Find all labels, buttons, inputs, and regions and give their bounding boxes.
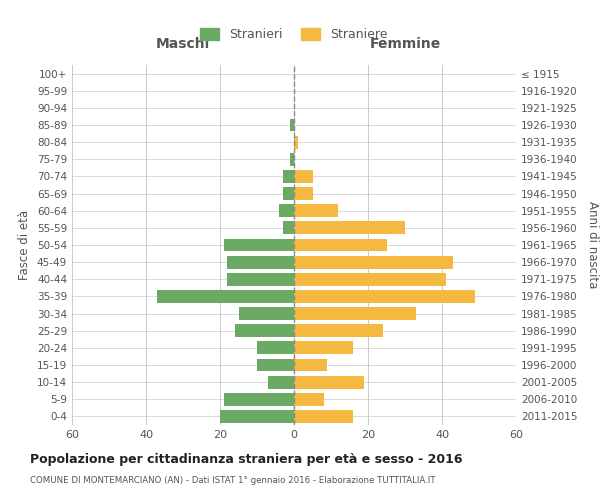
Bar [257,342,294,354]
Bar [294,358,328,372]
Bar [294,204,338,217]
Bar [294,393,323,406]
Bar [294,170,313,183]
Bar [294,324,383,337]
Bar [279,204,294,217]
Bar [257,358,294,372]
Bar [283,187,294,200]
Bar [283,170,294,183]
Bar [294,376,364,388]
Legend: Stranieri, Straniere: Stranieri, Straniere [197,24,391,45]
Bar [294,410,353,423]
Bar [294,342,353,354]
Y-axis label: Fasce di età: Fasce di età [19,210,31,280]
Bar [227,273,294,285]
Bar [239,307,294,320]
Bar [157,290,294,303]
Text: COMUNE DI MONTEMARCIANO (AN) - Dati ISTAT 1° gennaio 2016 - Elaborazione TUTTITA: COMUNE DI MONTEMARCIANO (AN) - Dati ISTA… [30,476,436,485]
Bar [220,410,294,423]
Bar [294,136,298,148]
Bar [224,238,294,252]
Y-axis label: Anni di nascita: Anni di nascita [586,202,599,288]
Bar [283,222,294,234]
Bar [294,222,405,234]
Bar [227,256,294,268]
Bar [224,393,294,406]
Text: Femmine: Femmine [370,38,440,52]
Bar [294,256,453,268]
Bar [290,153,294,166]
Bar [294,238,386,252]
Text: Popolazione per cittadinanza straniera per età e sesso - 2016: Popolazione per cittadinanza straniera p… [30,452,463,466]
Bar [294,307,416,320]
Bar [268,376,294,388]
Bar [294,273,446,285]
Text: Maschi: Maschi [156,38,210,52]
Bar [294,290,475,303]
Bar [290,118,294,132]
Bar [235,324,294,337]
Bar [294,187,313,200]
